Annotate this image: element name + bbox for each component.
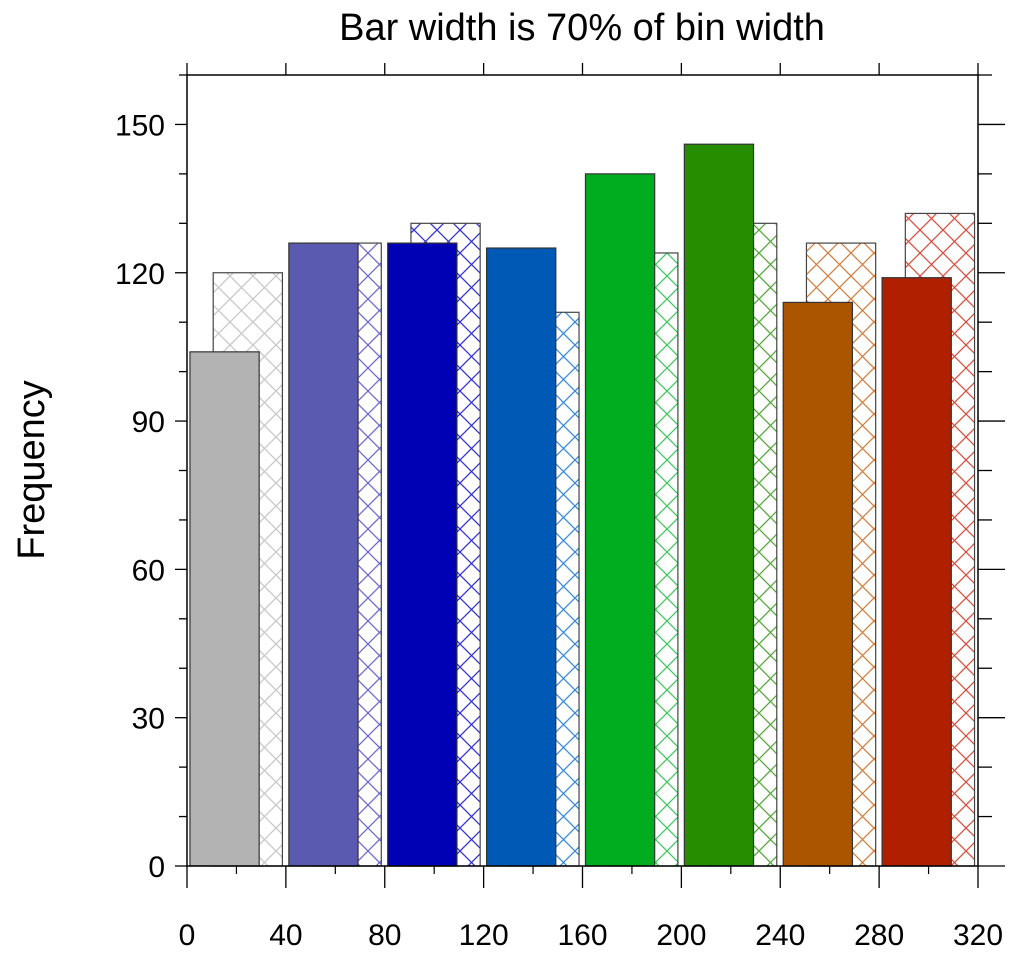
axes-group: 0 30 60 90 120 150 0 40 80 120 160 200 240 280 320 xyxy=(115,63,1005,952)
x-tick-label: 0 xyxy=(179,919,196,952)
x-tick-label: 240 xyxy=(755,919,805,952)
x-tick-label: 280 xyxy=(854,919,904,952)
solid-bar xyxy=(683,143,755,867)
y-tick-label: 30 xyxy=(132,703,165,736)
solid-bar xyxy=(189,351,260,867)
solid-bar xyxy=(881,277,952,867)
y-tick-label: 150 xyxy=(115,109,165,142)
solid-bar xyxy=(485,247,557,867)
solid-bar xyxy=(782,301,854,867)
y-tick-label: 90 xyxy=(132,406,165,439)
x-tick-label: 160 xyxy=(557,919,607,952)
solid-bar xyxy=(288,242,359,867)
x-tick-label: 80 xyxy=(368,919,401,952)
solid-bar xyxy=(387,242,458,867)
solid-bar xyxy=(584,173,656,867)
y-axis-label: Frequency xyxy=(11,380,53,560)
x-tick-label: 320 xyxy=(953,919,1003,952)
x-tick-label: 120 xyxy=(459,919,509,952)
y-tick-label: 0 xyxy=(148,851,165,884)
bars-group xyxy=(189,143,976,867)
y-tick-label: 120 xyxy=(115,258,165,291)
y-tick-label: 60 xyxy=(132,554,165,587)
x-tick-label: 40 xyxy=(269,919,302,952)
chart-title: Bar width is 70% of bin width xyxy=(339,7,825,49)
x-tick-label: 200 xyxy=(656,919,706,952)
